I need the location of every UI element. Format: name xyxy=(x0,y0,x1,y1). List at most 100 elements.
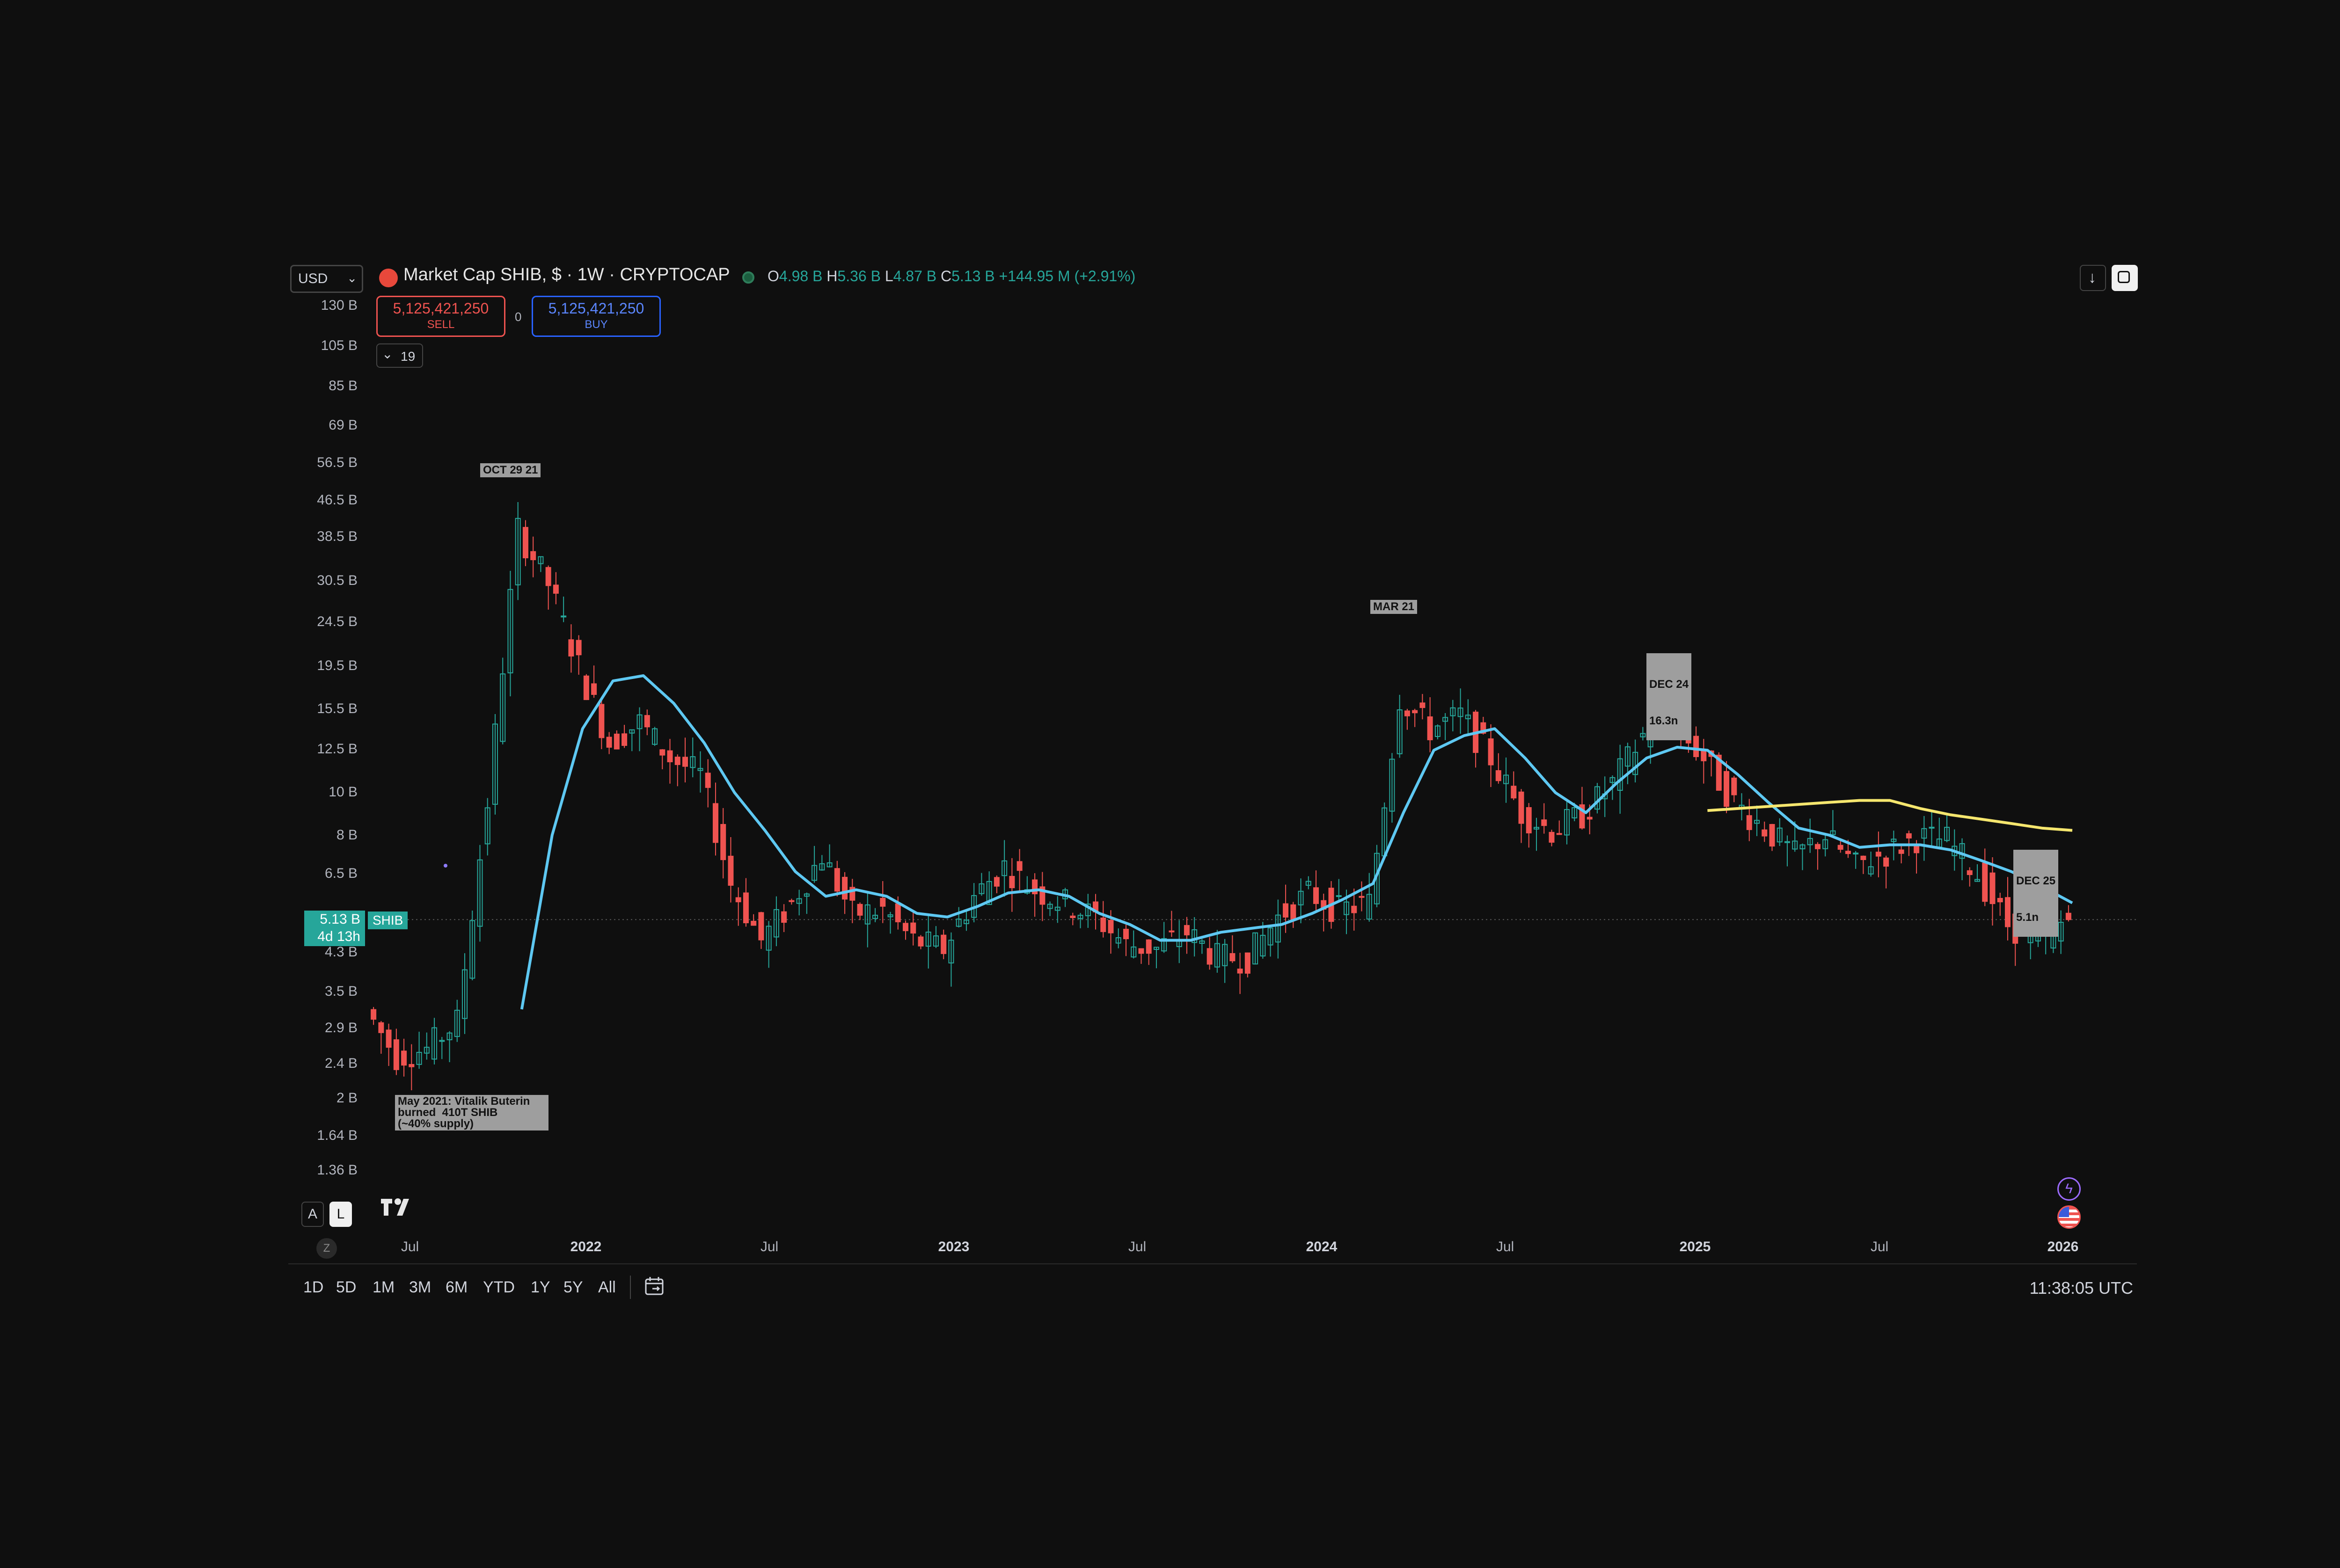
range-button-1y[interactable]: 1Y xyxy=(531,1278,550,1296)
candle-body xyxy=(1731,777,1737,795)
us-flag-icon[interactable] xyxy=(2057,1205,2081,1229)
range-button-6m[interactable]: 6M xyxy=(446,1278,468,1296)
chevron-down-icon: ⌄ xyxy=(347,271,357,285)
candle-body xyxy=(1503,774,1509,784)
time-axis-label: 2025 xyxy=(1679,1239,1711,1254)
time-axis-label: 2023 xyxy=(938,1239,970,1254)
candle-body xyxy=(690,756,696,768)
indicators-toggle[interactable]: ⌄ 19 xyxy=(376,343,423,368)
current-price: 5.13 B xyxy=(320,912,360,927)
range-button-1d[interactable]: 1D xyxy=(303,1278,324,1296)
candle-body xyxy=(682,757,688,767)
download-button[interactable]: ↓ xyxy=(2080,265,2106,291)
candle-body xyxy=(1480,722,1486,734)
candle-body xyxy=(1495,770,1501,781)
candle-body xyxy=(431,1027,438,1060)
event-marker-dot xyxy=(444,864,447,868)
candle-body xyxy=(454,1010,460,1037)
range-button-ytd[interactable]: YTD xyxy=(483,1278,515,1296)
symbol-title[interactable]: Market Cap SHIB, $ · 1W · CRYPTOCAP xyxy=(403,265,730,284)
scale-auto-button[interactable]: A xyxy=(301,1202,324,1227)
buy-button[interactable]: 5,125,421,250 BUY xyxy=(532,296,661,337)
candle-body xyxy=(1123,928,1129,940)
candle-body xyxy=(1837,845,1843,850)
price-axis-label: 38.5 B xyxy=(317,529,358,544)
candle-body xyxy=(1587,817,1593,820)
candle-body xyxy=(712,803,718,843)
candle-body xyxy=(492,723,498,805)
candle-body xyxy=(1541,819,1547,826)
indicators-count: 19 xyxy=(401,349,416,364)
sell-price: 5,125,421,250 xyxy=(393,300,489,317)
candle-body xyxy=(766,926,772,951)
range-button-all[interactable]: All xyxy=(598,1278,616,1296)
candle-body xyxy=(1032,879,1038,895)
candle-body xyxy=(979,883,985,894)
annotation-dec-25-line2: 5.1n xyxy=(2016,911,2039,924)
range-button-5d[interactable]: 5D xyxy=(336,1278,357,1296)
candle-body xyxy=(1792,840,1798,850)
chevron-down-icon: ⌄ xyxy=(382,347,393,361)
currency-label: USD xyxy=(298,271,328,286)
currency-select[interactable]: USD ⌄ xyxy=(290,265,363,293)
range-button-3m[interactable]: 3M xyxy=(409,1278,431,1296)
candle-body xyxy=(1465,715,1471,720)
candle-body xyxy=(826,862,833,868)
annotation-mar-21[interactable]: MAR 21 xyxy=(1370,600,1418,614)
candle-body xyxy=(553,584,559,594)
candle-body xyxy=(994,877,1000,887)
clock-time[interactable]: 11:38:05 UTC xyxy=(2029,1278,2133,1298)
candle-body xyxy=(1161,938,1167,952)
zoom-button[interactable]: Z xyxy=(316,1238,337,1259)
candle-body xyxy=(1777,827,1783,843)
candle-body xyxy=(1579,804,1585,829)
candle-body xyxy=(1640,733,1646,737)
fullscreen-button[interactable] xyxy=(2112,265,2138,291)
price-axis-label: 85 B xyxy=(329,378,358,394)
candle-body xyxy=(1009,875,1015,889)
sell-button[interactable]: 5,125,421,250 SELL xyxy=(376,296,505,337)
candle-body xyxy=(1556,833,1562,835)
time-axis-label: Jul xyxy=(401,1239,419,1254)
price-axis-label: 1.64 B xyxy=(317,1128,358,1143)
candle-body xyxy=(1549,831,1555,843)
low-value: 4.87 B xyxy=(893,268,937,284)
candle-body xyxy=(1967,870,1973,875)
candle-body xyxy=(2065,912,2071,920)
candle-body xyxy=(1906,833,1912,839)
range-button-1m[interactable]: 1M xyxy=(373,1278,395,1296)
price-axis-label: 6.5 B xyxy=(324,866,358,881)
tradingview-logo[interactable] xyxy=(380,1197,417,1223)
candle-body xyxy=(462,969,468,1019)
candle-body xyxy=(941,934,947,954)
lightning-icon[interactable]: ϟ xyxy=(2057,1177,2081,1201)
candle-body xyxy=(1002,860,1008,876)
time-axis-label: Jul xyxy=(1870,1239,1889,1254)
annotation-oct-29-21[interactable]: OCT 29 21 xyxy=(480,463,541,477)
date-range-button[interactable] xyxy=(644,1276,665,1299)
candle-body xyxy=(872,914,878,919)
annotation-dec-25[interactable]: DEC 25 5.1n xyxy=(2013,850,2059,937)
candle-body xyxy=(1982,862,1988,902)
candle-body xyxy=(401,1050,407,1066)
annotation-dec-24[interactable]: DEC 24 16.3n xyxy=(1646,653,1692,740)
candle-body xyxy=(659,749,665,756)
candle-body xyxy=(1716,754,1722,791)
candle-body xyxy=(386,1029,392,1048)
candle-body xyxy=(773,909,779,938)
candle-body xyxy=(1397,709,1403,754)
candle-body xyxy=(789,900,795,902)
candle-body xyxy=(393,1039,399,1070)
candle-body xyxy=(1921,828,1927,839)
candle-body xyxy=(1914,845,1920,853)
candle-body xyxy=(416,1052,422,1065)
candle-body xyxy=(1853,853,1859,855)
moving-average-blue xyxy=(520,674,2073,1010)
candle-body xyxy=(1746,815,1752,830)
scale-log-button[interactable]: L xyxy=(329,1202,352,1227)
candle-body xyxy=(1807,838,1813,846)
annotation-vitalik-burn[interactable]: May 2021: Vitalik Buterin burned 410T SH… xyxy=(395,1095,548,1130)
candle-body xyxy=(1617,758,1623,791)
range-button-5y[interactable]: 5Y xyxy=(563,1278,583,1296)
